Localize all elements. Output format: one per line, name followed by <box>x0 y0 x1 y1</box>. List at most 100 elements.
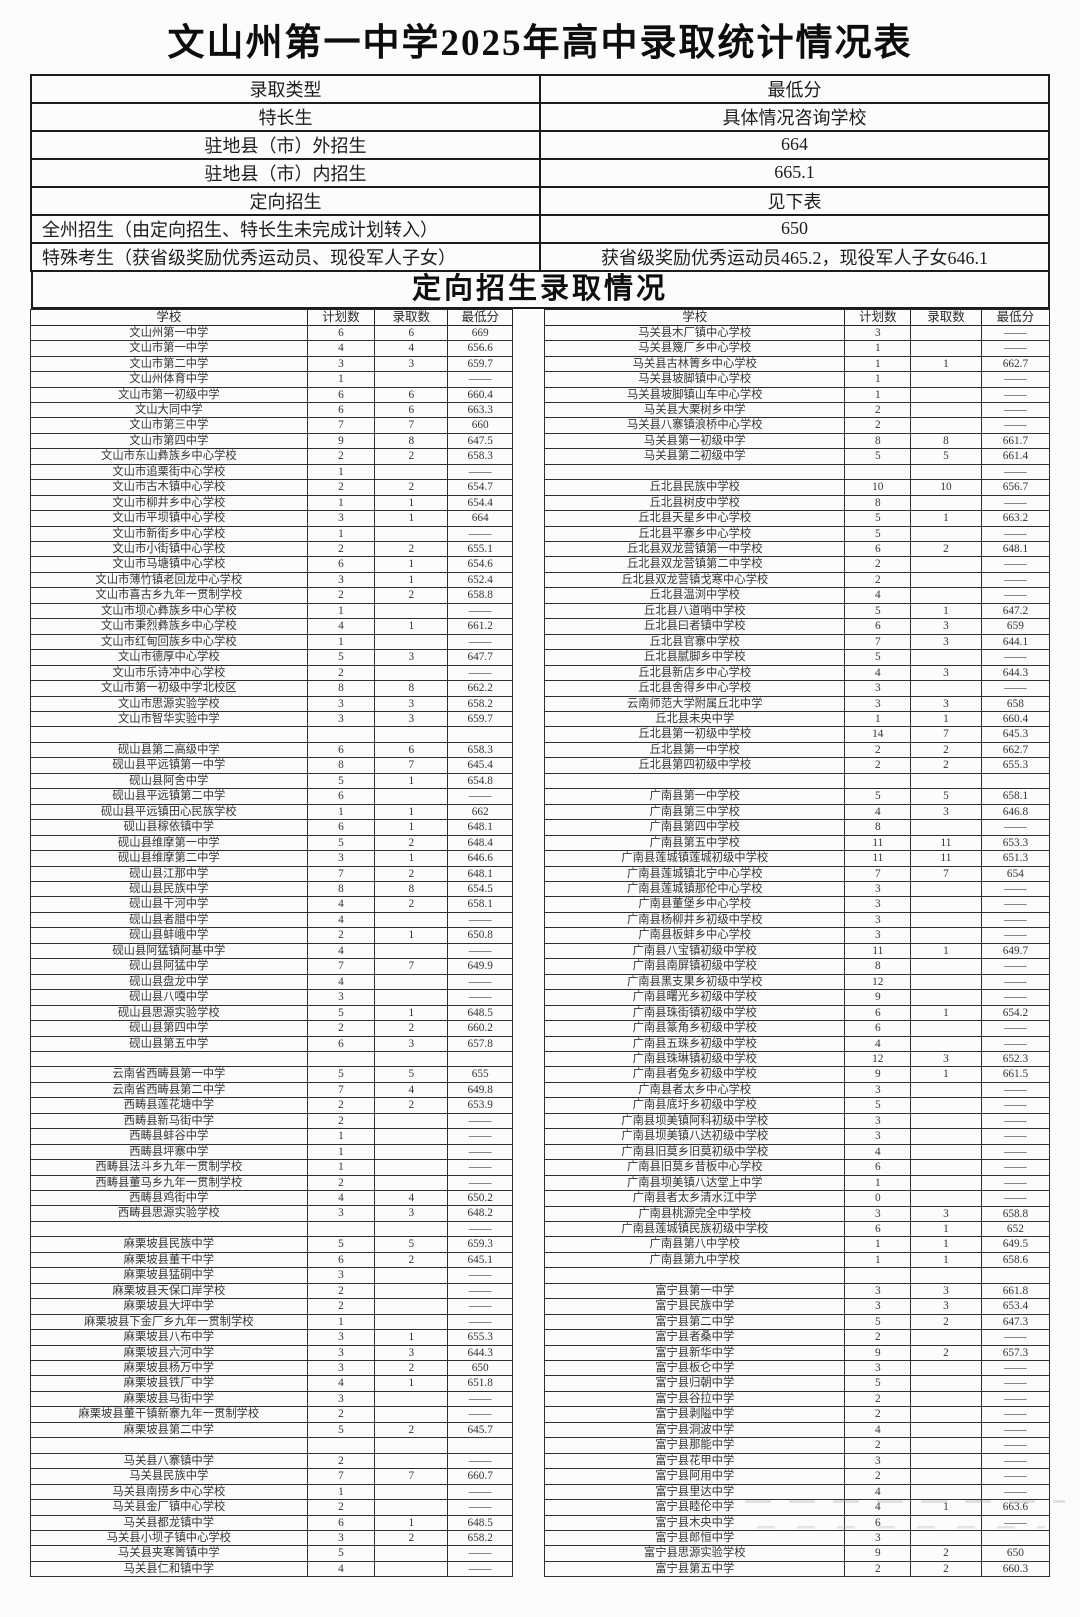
table-cell: 656.6 <box>447 340 513 357</box>
table-row: 广南县坝美镇八达初级中学校 3 —— <box>543 1128 1051 1145</box>
table-row: 马关县夹寒箐镇中学 5 —— <box>30 1545 513 1562</box>
table-row: 马关县南捞乡中心学校 1 —— <box>30 1483 513 1501</box>
table-row <box>30 726 513 743</box>
table-cell <box>30 1437 308 1454</box>
table-row: 西畴县坪寨中学 1 —— <box>30 1143 513 1161</box>
table-cell: 6 <box>844 618 912 635</box>
table-row: 砚山县八嘎中学 3 —— <box>30 989 513 1006</box>
table-row: 文山市坝心彝族乡中心学校 1 —— <box>30 602 513 620</box>
table-cell: 丘北县官寨中学校 <box>543 633 846 651</box>
table-cell: —— <box>980 973 1051 991</box>
table-cell: 砚山县干河中学 <box>30 896 308 913</box>
table-cell: 马关县坡脚镇中心学校 <box>543 371 846 388</box>
table-cell: 12 <box>844 1050 912 1068</box>
table-cell: 定向招生 <box>30 185 541 216</box>
table-cell: —— <box>980 1174 1051 1192</box>
table-row: 丘北县双龙营镇第一中学校 6 2 648.1 <box>543 541 1051 558</box>
table-cell: —— <box>980 1190 1051 1207</box>
table-cell: 丘北县第四初级中学校 <box>543 757 846 774</box>
table-cell: 驻地县（市）外招生 <box>30 129 541 160</box>
table-cell: 1 <box>306 1159 376 1176</box>
table-cell: 文山市第三中学 <box>30 417 308 434</box>
table-cell: 1 <box>844 386 912 403</box>
table-row: 丘北县民族中学校 10 10 656.7 <box>543 479 1051 496</box>
table-cell: 1 <box>910 510 982 527</box>
col-plan: 计划数 <box>844 308 912 326</box>
table-cell: 6 <box>306 556 376 573</box>
table-cell: 广南县莲城镇莲城初级中学校 <box>543 850 846 867</box>
table-cell <box>910 819 982 836</box>
table-cell: 2 <box>306 927 376 944</box>
table-cell <box>374 911 449 929</box>
table-cell: 1 <box>374 1514 449 1531</box>
summary-row: 全州招生（由定向招生、特长生未完成计划转入） 650 <box>30 213 1050 244</box>
table-row: 麻栗坡县马街中学 3 —— <box>30 1390 513 1408</box>
table-cell <box>306 726 376 743</box>
table-cell: 2 <box>844 1437 912 1454</box>
table-cell <box>447 1050 513 1068</box>
table-cell: —— <box>980 958 1051 975</box>
table-cell: 663.3 <box>447 401 513 419</box>
table-cell: 1 <box>910 1251 982 1269</box>
table-cell: 富宁县睦伦中学 <box>543 1499 846 1516</box>
table-cell: 文山市红甸回族乡中心学校 <box>30 633 308 651</box>
table-cell <box>910 1035 982 1052</box>
table-cell <box>30 726 308 743</box>
table-cell: 10 <box>910 479 982 496</box>
table-cell: 4 <box>306 911 376 929</box>
table-row: 文山市第三中学 7 7 660 <box>30 417 513 434</box>
table-cell: 658.8 <box>980 1205 1051 1222</box>
table-row: 丘北县官寨中学校 7 3 644.1 <box>543 633 1051 651</box>
table-cell: 西畴县鸡街中学 <box>30 1190 308 1207</box>
table-cell: 1 <box>306 463 376 481</box>
table-cell: 1 <box>910 711 982 728</box>
table-cell <box>980 1529 1051 1547</box>
table-cell: —— <box>447 1143 513 1161</box>
table-cell <box>306 1050 376 1068</box>
table-cell: —— <box>980 1035 1051 1052</box>
table-cell: 5 <box>844 649 912 666</box>
table-cell: 1 <box>374 772 449 790</box>
table-cell: 648.5 <box>447 1514 513 1531</box>
table-row: 广南县第三中学校 4 3 646.8 <box>543 803 1051 821</box>
table-cell <box>910 1112 982 1130</box>
table-cell: 砚山县第五中学 <box>30 1035 308 1052</box>
table-cell: 669 <box>447 324 513 342</box>
table-cell: 丘北县未央中学 <box>543 711 846 728</box>
table-cell: 655.1 <box>447 541 513 558</box>
table-cell: —— <box>447 1174 513 1192</box>
table-cell: 5 <box>844 1313 912 1331</box>
table-cell: 1 <box>910 1220 982 1238</box>
table-cell: —— <box>980 556 1051 573</box>
table-row: 文山市第一中学 4 4 656.6 <box>30 340 513 357</box>
table-cell: 6 <box>374 324 449 342</box>
table-cell: 马关县坡脚镇山车中心学校 <box>543 386 846 403</box>
table-row: 丘北县腻脚乡中学校 5 —— <box>543 649 1051 666</box>
table-row: —— <box>543 463 1051 481</box>
table-cell: —— <box>447 1159 513 1176</box>
summary-table: 录取类型 最低分 特长生 具体情况咨询学校 驻地县（市）外招生 664 驻地县（市）内招生 6… <box>30 73 1050 272</box>
table-cell: 文山市第一初级中学 <box>30 386 308 403</box>
table-cell: 662.2 <box>447 680 513 697</box>
table-cell: 西畴县蚌谷中学 <box>30 1128 308 1145</box>
table-cell: 4 <box>844 803 912 821</box>
table-cell: 砚山县平远镇第一中学 <box>30 757 308 774</box>
table-cell: 2 <box>374 1097 449 1114</box>
table-cell: 648.4 <box>447 834 513 852</box>
table-cell: 2 <box>374 448 449 465</box>
table-cell <box>910 896 982 913</box>
table-cell: 7 <box>374 1468 449 1485</box>
table-row: 西畴县新马街中学 2 —— <box>30 1112 513 1130</box>
table-cell: 661.5 <box>980 1066 1051 1083</box>
table-row: 麻栗坡县大坪中学 2 —— <box>30 1298 513 1315</box>
table-row: 广南县珠街镇初级中学校 6 1 654.2 <box>543 1004 1051 1022</box>
table-cell: 2 <box>844 417 912 434</box>
table-cell: 2 <box>374 1421 449 1439</box>
table-row: 丘北县双龙营镇戈寒中心学校 2 —— <box>543 571 1051 589</box>
table-cell <box>374 942 449 960</box>
table-row: 广南县桃源完全中学校 3 3 658.8 <box>543 1205 1051 1222</box>
table-row <box>30 1437 513 1454</box>
table-row: 广南县黑支果乡初级中学校 12 —— <box>543 973 1051 991</box>
table-cell: 644.1 <box>980 633 1051 651</box>
